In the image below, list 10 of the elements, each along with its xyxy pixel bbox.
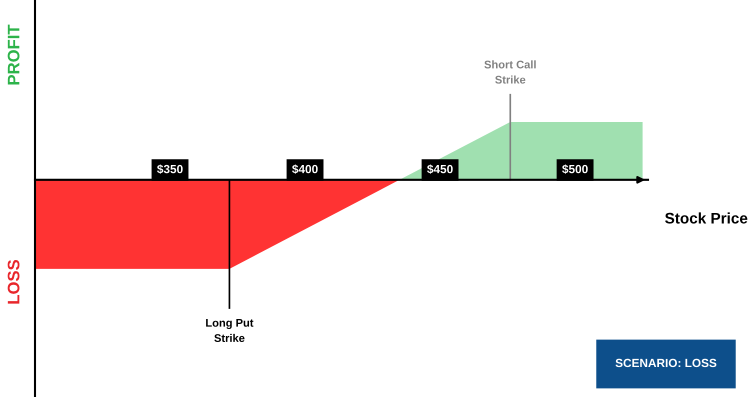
text: SCENARIO: LOSS	[616, 358, 716, 368]
ref-line-label: Long Put Strike	[206, 319, 254, 342]
x-tick-label: $500	[562, 164, 588, 174]
text: PROFIT	[8, 24, 20, 84]
x-axis-title: Stock Price	[665, 212, 748, 224]
text: LOSS	[8, 260, 20, 304]
x-tick-label: $350	[157, 164, 183, 174]
x-tick-label: $450	[427, 164, 453, 174]
ref-line-label: Short Call Strike	[484, 60, 536, 84]
x-tick-label: $400	[292, 164, 318, 174]
